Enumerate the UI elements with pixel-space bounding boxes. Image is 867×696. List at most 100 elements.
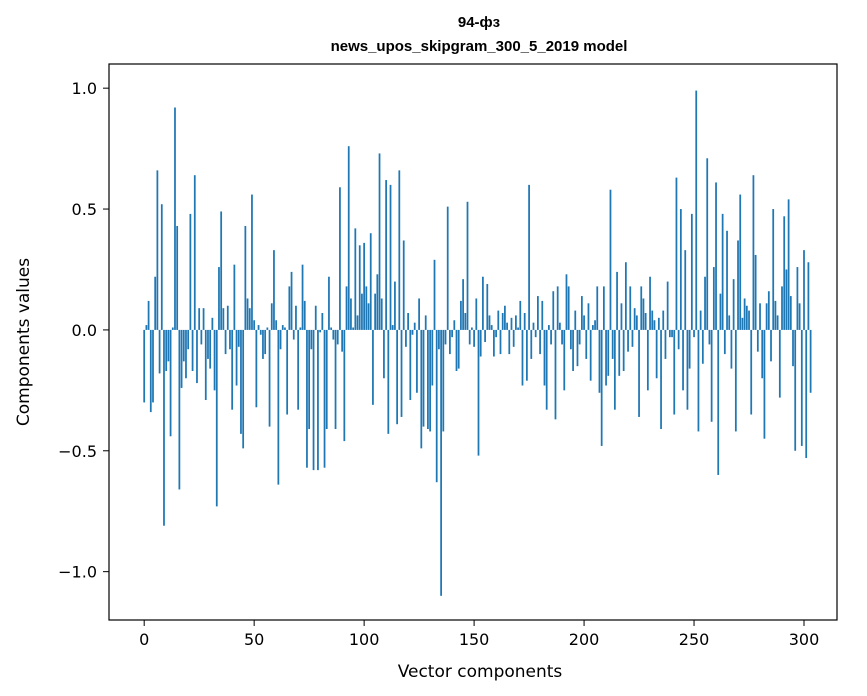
bar-96 [354, 228, 357, 330]
bar-111 [387, 329, 390, 434]
bar-129 [427, 329, 429, 430]
bar-85 [330, 327, 333, 330]
bar-252 [697, 329, 700, 432]
bar-24 [196, 329, 198, 384]
bar-289 [778, 329, 781, 398]
bar-134 [438, 329, 440, 350]
bar-87 [334, 329, 337, 430]
bar-34 [218, 267, 220, 330]
bar-68 [292, 329, 295, 340]
bar-128 [424, 315, 427, 330]
bar-37 [224, 329, 227, 355]
bar-110 [385, 180, 388, 330]
bar-102 [367, 303, 370, 330]
bar-1 [145, 325, 148, 330]
bar-125 [418, 298, 420, 330]
bar-163 [501, 312, 504, 330]
bar-274 [745, 305, 748, 330]
bar-303 [809, 329, 812, 393]
bar-286 [772, 209, 775, 330]
bar-11 [167, 329, 170, 362]
bar-4 [152, 329, 154, 403]
bar-300 [803, 250, 805, 330]
bar-173 [523, 312, 526, 330]
bar-93 [347, 146, 350, 330]
bar-31 [211, 317, 214, 330]
bar-178 [534, 329, 537, 338]
bar-52 [257, 325, 260, 330]
bar-92 [345, 286, 348, 330]
bar-53 [259, 329, 262, 335]
bar-41 [233, 264, 236, 330]
bar-55 [264, 329, 267, 355]
bar-109 [383, 329, 385, 379]
x-tick-label: 250 [679, 630, 710, 649]
bar-185 [550, 329, 552, 345]
bar-48 [248, 308, 251, 330]
bar-136 [442, 329, 445, 432]
bar-82 [323, 329, 326, 468]
plot-frame [108, 63, 838, 621]
bar-279 [756, 329, 759, 352]
bar-57 [268, 329, 271, 427]
x-tick-label: 200 [569, 630, 600, 649]
bar-153 [479, 329, 482, 357]
bar-13 [171, 327, 174, 330]
bar-56 [266, 327, 269, 330]
bar-116 [398, 170, 401, 330]
bar-273 [743, 298, 746, 330]
bar-162 [499, 329, 502, 355]
bar-243 [677, 329, 680, 350]
bar-277 [752, 175, 755, 330]
y-tick-label: −1.0 [58, 563, 97, 582]
bar-152 [477, 329, 480, 456]
bar-218 [622, 329, 625, 372]
bar-103 [369, 233, 372, 330]
bar-78 [314, 305, 317, 330]
bar-94 [350, 298, 352, 330]
bar-16 [178, 329, 181, 490]
bar-166 [508, 329, 511, 355]
bar-197 [576, 329, 579, 367]
bar-72 [301, 264, 304, 330]
bar-97 [356, 315, 359, 330]
bar-216 [618, 329, 621, 376]
bar-61 [277, 329, 280, 485]
bar-45 [242, 329, 245, 449]
bar-241 [673, 329, 676, 415]
bar-19 [185, 329, 187, 379]
bar-33 [215, 329, 218, 507]
bar-10 [165, 329, 168, 372]
bar-104 [372, 329, 374, 405]
bar-294 [789, 296, 792, 330]
bar-151 [475, 298, 478, 330]
bar-80 [319, 329, 322, 333]
bar-301 [805, 329, 808, 459]
bar-126 [420, 329, 423, 449]
bar-106 [376, 274, 379, 330]
bar-91 [343, 329, 346, 442]
bar-44 [240, 329, 242, 434]
bar-20 [187, 329, 190, 350]
bar-70 [297, 329, 300, 410]
bar-295 [792, 329, 794, 367]
bar-182 [543, 329, 546, 386]
bar-254 [701, 329, 704, 364]
bar-285 [770, 329, 772, 362]
bar-79 [317, 329, 319, 471]
bar-266 [728, 315, 731, 330]
bar-73 [303, 300, 306, 330]
bar-180 [539, 329, 541, 355]
bar-177 [532, 322, 535, 330]
bar-140 [451, 329, 453, 338]
bar-283 [765, 303, 768, 330]
bar-135 [440, 329, 442, 596]
bar-169 [515, 315, 517, 330]
bar-47 [246, 298, 249, 330]
bar-172 [521, 329, 524, 386]
bar-36 [222, 308, 225, 330]
bar-149 [471, 327, 473, 330]
bar-65 [286, 329, 289, 415]
bar-258 [710, 329, 713, 422]
bar-124 [416, 329, 418, 393]
